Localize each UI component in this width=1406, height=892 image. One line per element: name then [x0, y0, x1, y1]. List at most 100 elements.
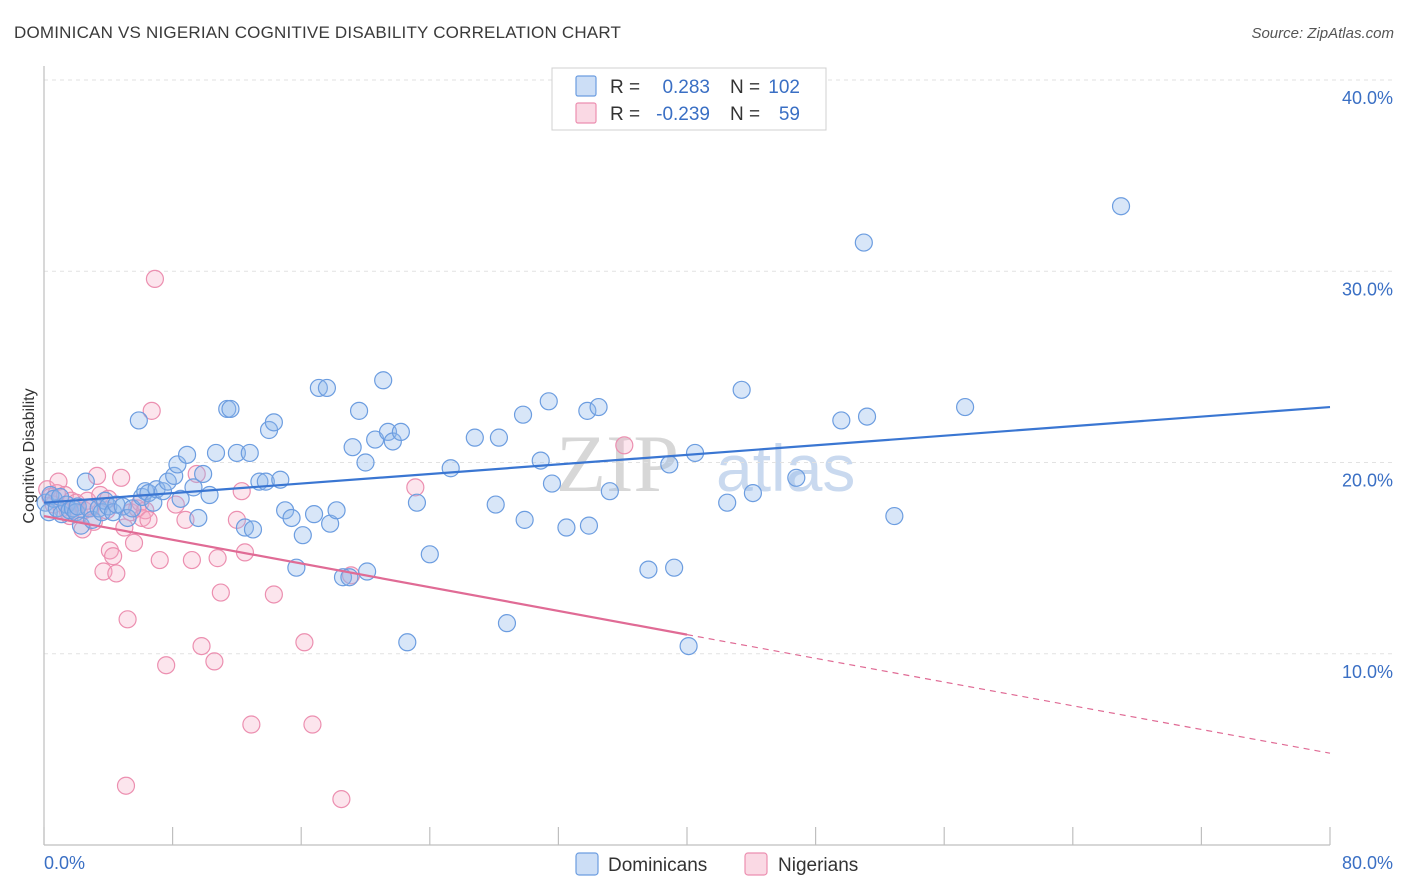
nigerians-point-38 [182, 550, 201, 570]
dominicans-point-54 [282, 508, 301, 528]
nigerians-point-20 [104, 547, 123, 566]
x-tick-label-max: 80.0% [1342, 853, 1393, 873]
dominicans-point-93 [679, 636, 698, 656]
nigerians-point-32 [142, 401, 161, 420]
dominicans-point-74 [420, 545, 439, 564]
dominicans-point-65 [349, 401, 369, 420]
trend-lines [43, 405, 1331, 754]
nigerians-point-40 [192, 636, 211, 656]
nigerians-points [38, 269, 634, 809]
dominicans-point-89 [600, 482, 619, 501]
dominicans-point-44 [227, 443, 246, 463]
nigerians-point-48 [264, 585, 283, 604]
y-tick-labels: 10.0% 20.0% 30.0% 40.0% [1342, 88, 1393, 682]
stats-legend: R = 0.283 N = 102 R = -0.239 N = 59 [551, 67, 827, 131]
nigerians-trend-line [43, 514, 688, 636]
nigerians-point-31 [139, 510, 158, 529]
nigerians-n-label: N = [730, 104, 760, 125]
dominicans-point-88 [589, 397, 608, 417]
dominicans-point-103 [955, 397, 975, 417]
stats-legend-box [551, 67, 827, 131]
dominicans-point-72 [398, 633, 417, 652]
dominicans-point-69 [378, 422, 398, 441]
x-tick-label-min: 0.0% [44, 853, 85, 873]
nigerians-point-33 [145, 269, 165, 288]
nigerians-series-label: Nigerians [778, 855, 858, 876]
dominicans-point-79 [497, 614, 517, 633]
dominicans-point-73 [407, 493, 427, 512]
chart-source: Source: ZipAtlas.com [1251, 25, 1394, 42]
dominicans-series-swatch [575, 852, 599, 876]
nigerians-series-swatch [744, 852, 768, 876]
watermark-atlas: atlas [716, 431, 855, 505]
nigerians-point-54 [615, 436, 634, 455]
dominicans-point-75 [441, 459, 460, 478]
dominicans-point-36 [177, 445, 197, 464]
nigerians-point-45 [232, 482, 251, 501]
nigerians-point-39 [187, 464, 206, 484]
dominicans-point-11 [68, 497, 87, 516]
nigerians-legend-swatch [575, 102, 597, 124]
dominicans-point-59 [317, 378, 337, 398]
dominicans-point-87 [579, 516, 599, 535]
dominicans-point-81 [515, 510, 534, 529]
dominicans-n-value: 102 [768, 77, 800, 98]
nigerians-point-51 [332, 789, 351, 809]
y-tick-label-0: 10.0% [1342, 662, 1393, 682]
dominicans-point-100 [854, 233, 873, 252]
dominicans-point-86 [578, 401, 597, 420]
nigerians-r-label: R = [610, 104, 640, 125]
nigerians-point-24 [118, 610, 137, 629]
dominicans-point-47 [243, 520, 263, 539]
dominicans-point-98 [787, 468, 806, 487]
y-tick-label-1: 20.0% [1342, 471, 1393, 491]
dominicans-point-33 [165, 466, 184, 485]
dominicans-r-value: 0.283 [662, 77, 710, 98]
nigerians-point-36 [166, 495, 185, 514]
nigerians-point-53 [406, 478, 425, 497]
dominicans-point-23 [118, 508, 137, 528]
nigerians-point-15 [87, 466, 107, 485]
dominicans-point-43 [221, 399, 240, 419]
dominicans-point-77 [486, 495, 505, 514]
axes [43, 66, 1331, 846]
nigerians-point-19 [100, 541, 120, 560]
dominicans-point-83 [539, 392, 558, 411]
dominicans-point-34 [168, 455, 187, 474]
dominicans-point-41 [206, 443, 226, 463]
series-legend: Dominicans Nigerians [575, 852, 858, 876]
nigerians-point-34 [150, 550, 169, 570]
dominicans-point-102 [885, 506, 904, 526]
y-tick-label-3: 40.0% [1342, 88, 1393, 108]
y-axis-label: Cognitive Disability [21, 388, 38, 523]
dominicans-point-57 [304, 505, 324, 524]
dominicans-point-31 [153, 482, 173, 501]
dominicans-point-104 [1111, 197, 1131, 216]
dominicans-point-101 [857, 407, 877, 426]
nigerians-point-35 [157, 656, 176, 675]
nigerians-point-47 [242, 715, 261, 734]
nigerians-point-49 [295, 633, 314, 652]
dominicans-point-80 [513, 405, 533, 424]
dominicans-r-label: R = [610, 77, 640, 98]
dominicans-point-35 [171, 489, 190, 508]
dominicans-point-66 [356, 453, 375, 472]
dominicans-point-38 [189, 508, 208, 528]
dominicans-point-96 [732, 380, 751, 399]
dominicans-point-61 [327, 501, 346, 520]
dominicans-point-95 [718, 493, 737, 512]
dominicans-point-64 [343, 438, 362, 457]
dominicans-point-71 [391, 422, 410, 441]
watermark: ZIP atlas [556, 418, 855, 509]
dominicans-point-85 [557, 518, 576, 537]
dominicans-point-78 [489, 428, 509, 447]
dominicans-point-51 [264, 413, 283, 432]
nigerians-point-50 [303, 715, 322, 734]
nigerians-point-21 [107, 564, 126, 583]
dominicans-point-91 [660, 455, 679, 474]
dominicans-point-92 [665, 558, 684, 577]
dominicans-point-25 [129, 411, 148, 430]
dominicans-point-13 [76, 472, 95, 491]
nigerians-trend-extension [686, 634, 1331, 754]
dominicans-series-label: Dominicans [608, 855, 707, 876]
